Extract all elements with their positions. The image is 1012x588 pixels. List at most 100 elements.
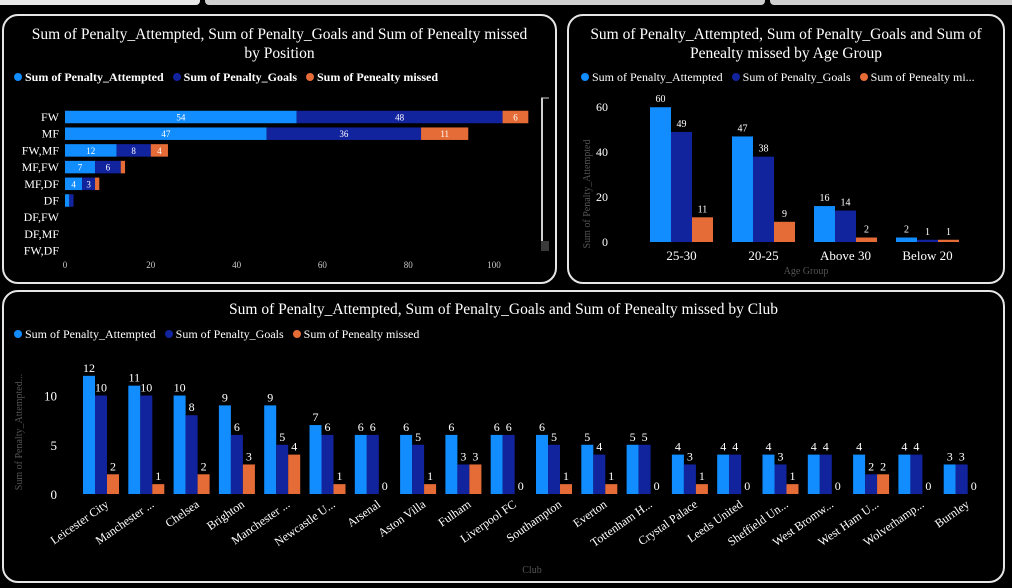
bar-missed[interactable] bbox=[424, 484, 437, 494]
bar-attempted[interactable] bbox=[83, 375, 95, 494]
legend-item-attempted[interactable]: Sum of Penalty_Attempted bbox=[14, 70, 164, 85]
bar-attempted[interactable] bbox=[898, 454, 911, 494]
bar-goals[interactable] bbox=[185, 415, 198, 494]
legend-item-goals[interactable]: Sum of Penalty_Goals bbox=[164, 327, 284, 342]
bar-attempted[interactable] bbox=[732, 136, 753, 242]
bar-goals[interactable] bbox=[230, 434, 243, 494]
bar-goals[interactable] bbox=[671, 131, 692, 242]
bar-attempted[interactable] bbox=[943, 464, 956, 494]
legend-item-attempted[interactable]: Sum of Penalty_Attempted bbox=[14, 327, 156, 342]
bar-attempted[interactable] bbox=[400, 434, 413, 494]
bar-missed[interactable] bbox=[288, 454, 301, 494]
bar-attempted[interactable] bbox=[814, 206, 835, 242]
bar-goals[interactable] bbox=[502, 434, 515, 494]
bar-goals[interactable] bbox=[276, 444, 289, 494]
legend-item-attempted[interactable]: Sum of Penalty_Attempted bbox=[581, 70, 723, 85]
bar-attempted[interactable] bbox=[807, 454, 820, 494]
bar-goals[interactable] bbox=[366, 434, 379, 494]
bar-missed[interactable] bbox=[605, 484, 618, 494]
bar-missed[interactable] bbox=[150, 144, 168, 157]
bar-missed[interactable] bbox=[560, 484, 572, 494]
bar-missed[interactable] bbox=[95, 177, 100, 191]
top-tab-2[interactable] bbox=[205, 0, 765, 5]
bar-attempted[interactable] bbox=[671, 454, 684, 494]
bar-goals[interactable] bbox=[955, 464, 968, 494]
bar-goals[interactable] bbox=[321, 434, 334, 494]
bar-attempted[interactable] bbox=[717, 454, 730, 494]
bar-goals[interactable] bbox=[917, 239, 938, 242]
bar-missed[interactable] bbox=[938, 239, 959, 242]
bar-goals[interactable] bbox=[638, 444, 651, 494]
bar-missed[interactable] bbox=[695, 484, 708, 494]
bar-attempted[interactable] bbox=[218, 405, 231, 494]
bar-goals[interactable] bbox=[683, 464, 696, 494]
bar-attempted[interactable] bbox=[536, 434, 548, 494]
bar-goals[interactable] bbox=[774, 464, 787, 494]
bar-attempted[interactable] bbox=[650, 107, 671, 242]
bar-goals[interactable] bbox=[910, 454, 923, 494]
bar-attempted[interactable] bbox=[490, 434, 503, 494]
age-chart-panel[interactable]: Sum of Penalty_Attempted, Sum of Penalty… bbox=[567, 14, 1005, 284]
bar-attempted[interactable] bbox=[309, 425, 322, 494]
bar-attempted[interactable] bbox=[762, 454, 775, 494]
bar-goals[interactable] bbox=[593, 454, 606, 494]
bar-missed[interactable] bbox=[877, 474, 890, 494]
bar-goals[interactable] bbox=[548, 444, 560, 494]
club-chart-panel[interactable]: Sum of Penalty_Attempted, Sum of Penalty… bbox=[2, 290, 1005, 583]
bar-attempted[interactable] bbox=[65, 144, 117, 157]
bar-goals[interactable] bbox=[140, 395, 153, 494]
bar-goals[interactable] bbox=[412, 444, 425, 494]
bar-missed[interactable] bbox=[120, 160, 126, 174]
bar-attempted[interactable] bbox=[264, 405, 277, 494]
bar-goals[interactable] bbox=[116, 144, 151, 157]
bar-missed[interactable] bbox=[197, 474, 210, 494]
legend-item-missed[interactable]: Sum of Penealty mi... bbox=[859, 70, 975, 85]
bar-missed[interactable] bbox=[692, 217, 713, 242]
bar-attempted[interactable] bbox=[173, 395, 186, 494]
bar-goals[interactable] bbox=[753, 156, 774, 242]
bar-attempted[interactable] bbox=[65, 177, 83, 191]
bar-goals[interactable] bbox=[835, 210, 856, 242]
bar-attempted[interactable] bbox=[128, 385, 141, 494]
position-chart-panel[interactable]: Sum of Penalty_Attempted, Sum of Penalty… bbox=[2, 14, 557, 284]
bar-missed[interactable] bbox=[421, 127, 469, 140]
bar-missed[interactable] bbox=[469, 464, 482, 494]
bar-attempted[interactable] bbox=[354, 434, 367, 494]
bar-attempted[interactable] bbox=[65, 127, 267, 140]
bar-missed[interactable] bbox=[856, 237, 877, 242]
bar-goals[interactable] bbox=[266, 127, 422, 140]
bar-missed[interactable] bbox=[152, 484, 165, 494]
bar-goals[interactable] bbox=[95, 395, 107, 494]
bar-missed[interactable] bbox=[107, 474, 119, 494]
bar-missed[interactable] bbox=[774, 221, 795, 242]
top-tab-1[interactable] bbox=[0, 0, 200, 5]
bar-attempted[interactable] bbox=[65, 110, 297, 124]
bar-attempted[interactable] bbox=[65, 160, 96, 174]
bar-attempted[interactable] bbox=[65, 194, 70, 207]
bar-missed[interactable] bbox=[242, 464, 255, 494]
bar-goals[interactable] bbox=[457, 464, 470, 494]
top-tab-3[interactable] bbox=[770, 0, 1012, 5]
legend-item-missed[interactable]: Sum of Penealty missed bbox=[292, 327, 419, 342]
bar-attempted[interactable] bbox=[853, 454, 866, 494]
y-tick-label: DF,MF bbox=[24, 227, 59, 241]
bar-goals[interactable] bbox=[819, 454, 832, 494]
bar-attempted[interactable] bbox=[896, 237, 917, 242]
bar-goals[interactable] bbox=[865, 474, 878, 494]
bar-attempted[interactable] bbox=[445, 434, 458, 494]
bar-missed[interactable] bbox=[502, 110, 529, 124]
legend-item-goals[interactable]: Sum of Penalty_Goals bbox=[172, 70, 297, 85]
bar-goals[interactable] bbox=[69, 194, 74, 207]
bar-goals[interactable] bbox=[729, 454, 742, 494]
data-label: 2 bbox=[868, 459, 874, 473]
bar-goals[interactable] bbox=[296, 110, 503, 124]
legend-item-missed[interactable]: Sum of Penealty missed bbox=[306, 70, 438, 85]
legend-item-goals[interactable]: Sum of Penalty_Goals bbox=[731, 70, 851, 85]
bar-attempted[interactable] bbox=[626, 444, 639, 494]
bar-goals[interactable] bbox=[95, 160, 121, 174]
bar-missed[interactable] bbox=[786, 484, 799, 494]
bar-attempted[interactable] bbox=[581, 444, 594, 494]
bar-missed[interactable] bbox=[333, 484, 346, 494]
bar-goals[interactable] bbox=[82, 177, 96, 191]
